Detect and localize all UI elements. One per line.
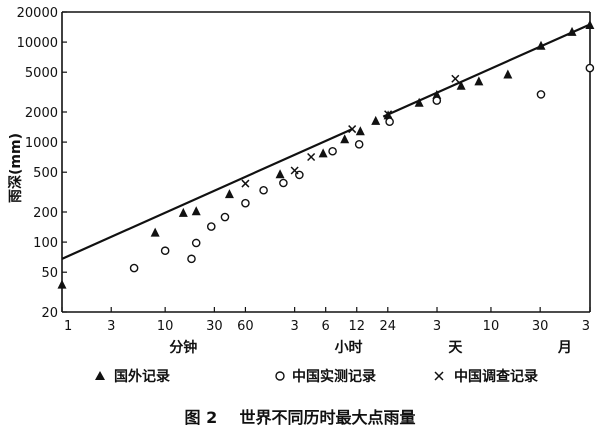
point-china-survey bbox=[384, 110, 393, 119]
y-axis-ticks: 20 50 100 200 500 1000 2000 5000 10000 20000 bbox=[17, 6, 67, 321]
point-china-measured bbox=[129, 263, 139, 273]
point-china-measured bbox=[191, 238, 201, 248]
x-tick-label: 1 bbox=[64, 319, 72, 334]
point-china-measured bbox=[206, 222, 216, 231]
legend-x-marker bbox=[434, 371, 444, 381]
legend-circle-marker bbox=[275, 371, 285, 381]
y-tick-label: 10000 bbox=[17, 36, 58, 51]
x-tick-label: 3 bbox=[290, 319, 298, 334]
point-china-measured bbox=[279, 178, 288, 188]
point-china-survey bbox=[451, 74, 460, 83]
x-tick-label: 30 bbox=[206, 319, 223, 334]
point-china-survey bbox=[241, 179, 250, 188]
point-china-survey bbox=[290, 166, 299, 175]
point-foreign-record bbox=[414, 97, 424, 107]
y-tick-label: 20000 bbox=[17, 6, 58, 21]
x-tick-label: 60 bbox=[237, 319, 254, 334]
point-foreign-record bbox=[340, 134, 350, 144]
point-china-measured bbox=[241, 198, 250, 208]
point-china-measured bbox=[354, 140, 364, 149]
envelope-line-segment bbox=[382, 23, 591, 118]
envelope-line-segment bbox=[61, 128, 353, 260]
point-foreign-record bbox=[150, 227, 160, 237]
point-china-measured bbox=[585, 63, 595, 73]
point-foreign-record bbox=[275, 169, 285, 179]
legend: 国外记录 中国实测记录 中国调查记录 bbox=[95, 368, 538, 385]
x-unit-label: 天 bbox=[448, 340, 463, 356]
x-unit-labels: 分钟 小时 天 月 bbox=[169, 339, 572, 356]
legend-label-china-survey: 中国调查记录 bbox=[454, 368, 538, 385]
x-tick-label: 10 bbox=[483, 319, 500, 334]
x-tick-label: 3 bbox=[582, 319, 590, 334]
x-unit-label: 月 bbox=[557, 340, 572, 356]
point-foreign-record bbox=[57, 279, 67, 289]
figure-caption: 图 2 世界不同历时最大点雨量 bbox=[185, 408, 416, 427]
x-tick-label: 3 bbox=[433, 319, 441, 334]
x-tick-label: 24 bbox=[380, 319, 397, 334]
x-tick-label: 10 bbox=[157, 319, 174, 334]
y-tick-label: 2000 bbox=[25, 106, 58, 121]
point-china-measured bbox=[220, 212, 230, 222]
point-china-measured bbox=[432, 96, 442, 105]
point-china-measured bbox=[536, 90, 546, 99]
data-points bbox=[57, 19, 595, 289]
x-tick-label: 30 bbox=[532, 319, 549, 334]
point-foreign-record bbox=[585, 19, 595, 29]
y-tick-label: 5000 bbox=[25, 66, 58, 81]
legend-label-china-measured: 中国实测记录 bbox=[292, 368, 376, 385]
envelope-line bbox=[61, 23, 591, 260]
point-foreign-record bbox=[503, 69, 513, 79]
point-china-measured bbox=[160, 246, 170, 256]
legend-label-foreign: 国外记录 bbox=[114, 368, 170, 385]
point-foreign-record bbox=[371, 115, 381, 125]
y-tick-label: 1000 bbox=[25, 136, 58, 151]
point-foreign-record bbox=[318, 148, 328, 158]
point-china-survey bbox=[307, 152, 316, 162]
point-foreign-record bbox=[567, 26, 577, 36]
x-unit-label: 小时 bbox=[335, 339, 363, 356]
point-foreign-record bbox=[474, 76, 484, 86]
point-china-measured bbox=[328, 146, 337, 156]
y-tick-label: 500 bbox=[33, 166, 58, 181]
y-tick-label: 20 bbox=[41, 306, 58, 321]
point-china-survey bbox=[348, 125, 357, 134]
point-foreign-record bbox=[178, 207, 188, 217]
y-tick-label: 50 bbox=[41, 266, 58, 281]
y-tick-label: 100 bbox=[33, 236, 58, 251]
x-tick-label: 12 bbox=[348, 319, 365, 334]
point-foreign-record bbox=[432, 89, 442, 99]
point-foreign-record bbox=[224, 189, 234, 199]
x-unit-label: 分钟 bbox=[169, 339, 197, 356]
point-china-measured bbox=[259, 185, 268, 195]
x-tick-label: 3 bbox=[107, 319, 115, 334]
legend-triangle-marker bbox=[95, 371, 105, 380]
point-foreign-record bbox=[536, 40, 546, 50]
point-foreign-record bbox=[456, 80, 466, 90]
y-axis-label: 雨深(mm) bbox=[7, 133, 24, 203]
point-china-measured bbox=[187, 254, 196, 264]
point-foreign-record bbox=[355, 126, 365, 136]
point-china-measured bbox=[385, 117, 394, 126]
point-foreign-record bbox=[191, 206, 201, 216]
x-tick-label: 6 bbox=[322, 319, 330, 334]
y-tick-label: 200 bbox=[33, 206, 58, 221]
x-axis-ticks: 1 3 10 30 60 3 6 12 24 3 10 30 3 bbox=[61, 307, 591, 334]
